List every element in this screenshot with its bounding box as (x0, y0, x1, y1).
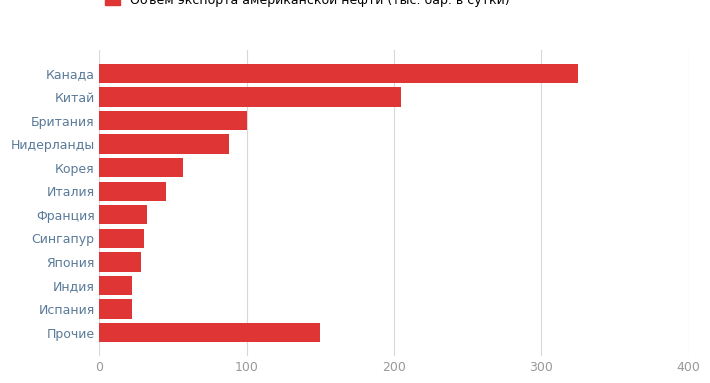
Bar (99, 134, 229, 154)
Bar (99, 276, 132, 295)
Bar (99, 229, 143, 248)
Bar (99, 205, 146, 224)
Bar (99, 252, 141, 272)
Legend: Объем экспорта американской нефти (тыс. бар. в сутки): Объем экспорта американской нефти (тыс. … (100, 0, 514, 12)
Bar (99, 323, 320, 342)
Bar (99, 64, 578, 83)
Bar (99, 158, 183, 177)
Bar (99, 300, 132, 319)
Bar (99, 182, 165, 201)
Bar (99, 111, 247, 130)
Bar (99, 87, 401, 106)
